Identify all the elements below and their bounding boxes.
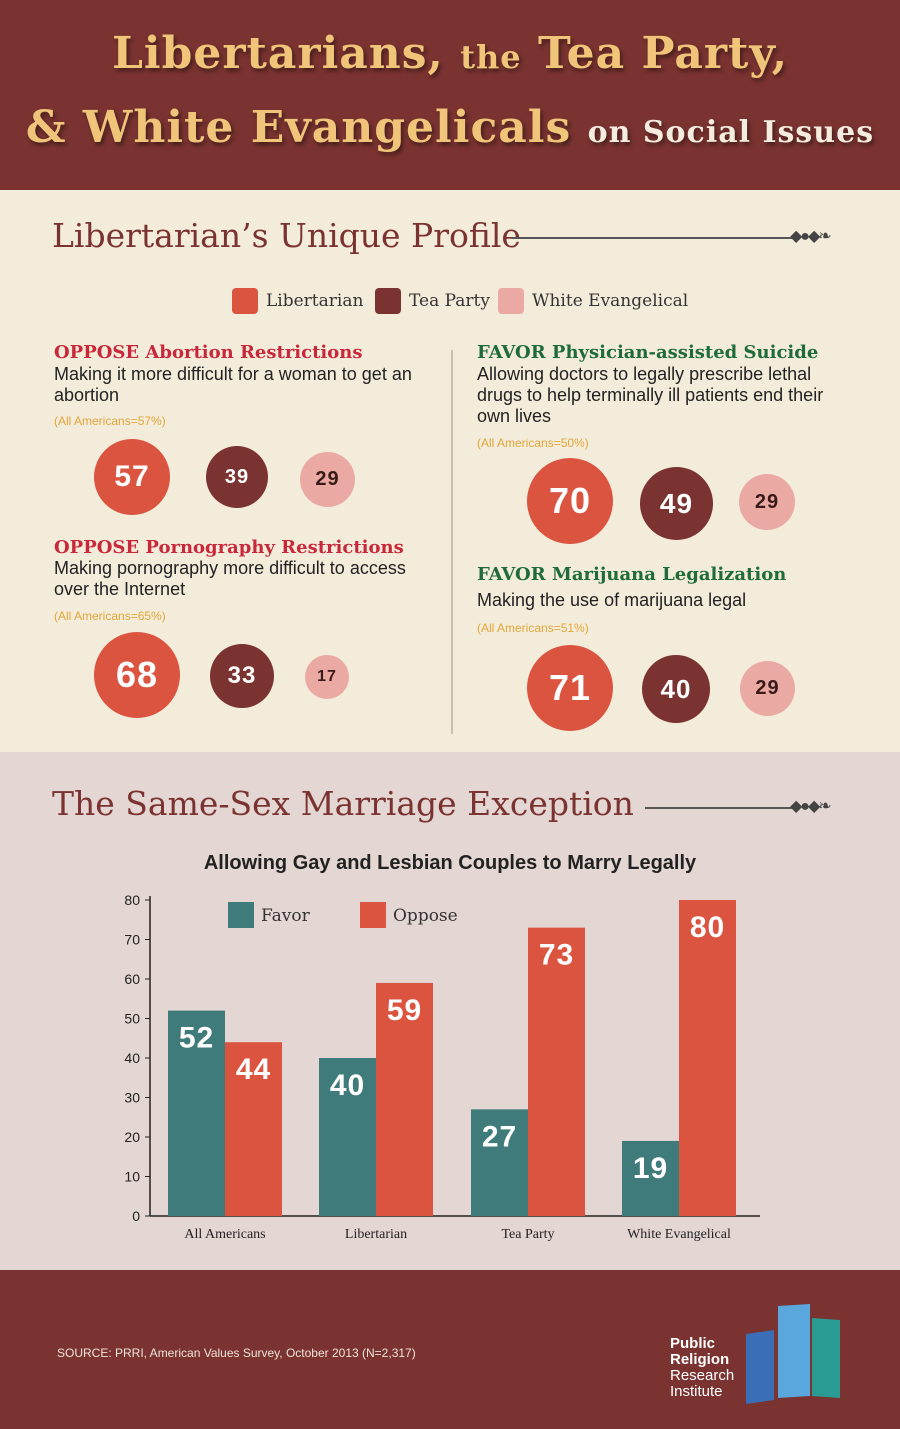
pornography-white-evangelical-circle: 17: [305, 655, 349, 699]
y-tick-label: 70: [124, 932, 140, 948]
y-tick-label: 30: [124, 1090, 140, 1106]
prri-logo-text: Public Religion Research Institute: [670, 1336, 734, 1400]
title-on-social-issues: on Social Issues: [587, 115, 875, 150]
bar-oppose: [679, 900, 736, 1216]
logo-line-institute: Institute: [670, 1383, 723, 1400]
bar-oppose: [225, 1042, 282, 1216]
bar-oppose: [376, 982, 433, 1216]
legend-label-white-evangelical: White Evangelical: [532, 291, 689, 311]
y-tick-label: 40: [124, 1050, 140, 1066]
prri-logo-icon: [746, 1304, 840, 1404]
y-tick-label: 10: [124, 1169, 140, 1185]
legend-tea-party: Tea Party: [375, 286, 490, 316]
y-tick-label: 80: [124, 892, 140, 908]
issue-pornography-stance: OPPOSE Pornography Restrictions: [54, 537, 404, 558]
profile-section-title: Libertarian’s Unique Profile: [52, 216, 521, 255]
main-title-line-2: & White Evangelicals on Social Issues: [0, 102, 900, 153]
issue-abortion-description: Making it more difficult for a woman to …: [54, 364, 412, 405]
x-category-label: White Evangelical: [627, 1227, 731, 1242]
logo-line-research: Research: [670, 1367, 735, 1384]
legend-libertarian: Libertarian: [232, 286, 363, 316]
suicide-libertarian-circle: 70: [527, 458, 613, 544]
bar-value-label: 19: [633, 1152, 668, 1185]
bar-value-label: 73: [539, 939, 574, 972]
bar-value-label: 40: [330, 1069, 365, 1102]
issue-pornography-all-americans: (All Americans=65%): [54, 609, 166, 623]
legend-label-oppose: Oppose: [393, 906, 458, 926]
header-banner: Libertarians, the Tea Party, & White Eva…: [0, 0, 900, 190]
libertarian-profile-section: Libertarian’s Unique Profile ◆●◆❧ Libert…: [0, 190, 900, 752]
logo-line-religion: Religion: [670, 1351, 730, 1368]
legend-label-tea-party: Tea Party: [409, 291, 490, 311]
issue-pornography-description: Making pornography more difficult to acc…: [54, 558, 406, 599]
x-category-label: Tea Party: [501, 1227, 554, 1242]
bar-oppose: [528, 927, 585, 1216]
footer: SOURCE: PRRI, American Values Survey, Oc…: [0, 1270, 900, 1429]
bar-value-label: 44: [236, 1053, 271, 1086]
issue-abortion-stance: OPPOSE Abortion Restrictions: [54, 342, 363, 363]
chart-title: Allowing Gay and Lesbian Couples to Marr…: [203, 852, 697, 874]
bar-favor: [319, 1058, 376, 1216]
marijuana-tea-party-circle: 40: [642, 655, 710, 723]
legend-swatch-tea-party: [375, 288, 401, 314]
source-note: SOURCE: PRRI, American Values Survey, Oc…: [57, 1346, 416, 1360]
bar-favor: [471, 1109, 528, 1216]
issue-marijuana-description: Making the use of marijuana legal: [477, 590, 747, 610]
title-the: the: [460, 38, 522, 76]
marijuana-libertarian-circle: 71: [527, 645, 613, 731]
suicide-white-evangelical-circle: 29: [739, 474, 795, 530]
bar-value-label: 27: [482, 1120, 517, 1153]
bar-favor: [622, 1140, 679, 1216]
pornography-libertarian-circle: 68: [94, 632, 180, 718]
x-category-label: All Americans: [184, 1227, 265, 1242]
main-title-line-1: Libertarians, the Tea Party,: [0, 28, 900, 79]
abortion-libertarian-circle: 57: [94, 439, 170, 515]
abortion-white-evangelical-circle: 29: [300, 452, 355, 507]
legend-swatch-libertarian: [232, 288, 258, 314]
marijuana-white-evangelical-circle: 29: [740, 661, 795, 716]
title-rule: [512, 237, 798, 239]
legend-label-favor: Favor: [261, 906, 311, 926]
legend-label-libertarian: Libertarian: [266, 291, 364, 311]
legend-swatch-white-evangelical: [498, 288, 524, 314]
marriage-bar-chart: 0 10 20 30 40 50 60 70 80 52 44 All Americans 40 59 Li…: [124, 892, 760, 1242]
pornography-tea-party-circle: 33: [210, 644, 274, 708]
column-divider: [451, 350, 453, 734]
legend-swatch-oppose: [360, 902, 386, 928]
y-tick-label: 60: [124, 971, 140, 987]
y-tick-label: 0: [132, 1208, 140, 1224]
bar-value-label: 52: [179, 1022, 214, 1055]
same-sex-marriage-section: The Same-Sex Marriage Exception ◆●◆❧ All…: [0, 752, 900, 1270]
issue-suicide-stance: FAVOR Physician-assisted Suicide: [477, 342, 819, 363]
issue-abortion-all-americans: (All Americans=57%): [54, 414, 166, 428]
marriage-section-title: The Same-Sex Marriage Exception: [52, 784, 634, 823]
ornament-icon: ◆●◆❧: [790, 228, 832, 245]
issue-suicide-description: Allowing doctors to legally prescribe le…: [477, 364, 824, 426]
logo-line-public: Public: [670, 1335, 716, 1352]
title-tea-party: Tea Party,: [537, 28, 789, 79]
marriage-ornament-icon: ◆●◆❧: [790, 798, 832, 815]
legend-swatch-favor: [228, 902, 254, 928]
issue-marijuana-stance: FAVOR Marijuana Legalization: [477, 564, 787, 585]
issue-marijuana-all-americans: (All Americans=51%): [477, 621, 589, 635]
title-white-evangelicals: & White Evangelicals: [25, 102, 572, 153]
marriage-title-rule: [645, 807, 797, 809]
issue-suicide-all-americans: (All Americans=50%): [477, 436, 589, 450]
legend-white-evangelical: White Evangelical: [498, 286, 688, 316]
suicide-tea-party-circle: 49: [640, 467, 713, 540]
y-tick-label: 20: [124, 1129, 140, 1145]
bar-value-label: 80: [690, 911, 725, 944]
bar-favor: [168, 1010, 225, 1216]
title-libertarians: Libertarians,: [111, 28, 444, 79]
bar-value-label: 59: [387, 994, 422, 1027]
x-category-label: Libertarian: [345, 1227, 407, 1242]
y-tick-label: 50: [124, 1011, 140, 1027]
abortion-tea-party-circle: 39: [206, 446, 268, 508]
